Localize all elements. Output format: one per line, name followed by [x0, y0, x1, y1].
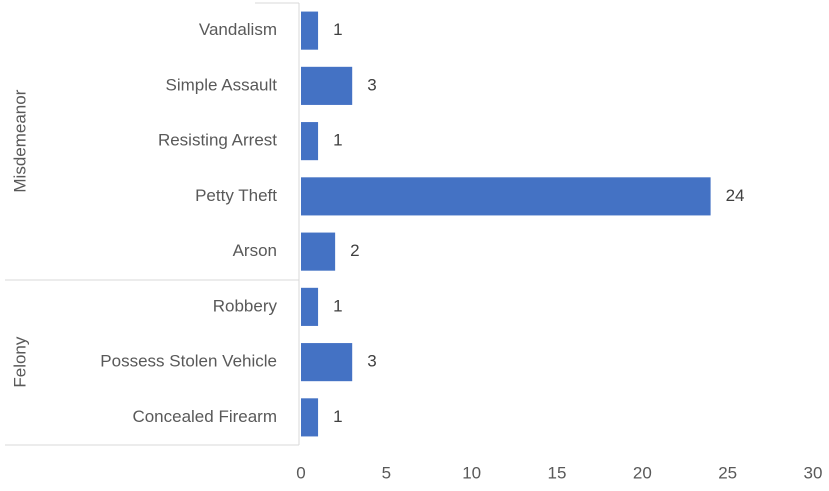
- y-tick-label: Robbery: [213, 296, 278, 315]
- data-label: 3: [367, 75, 376, 94]
- bar: [301, 66, 353, 105]
- data-label: 1: [333, 131, 342, 150]
- y-tick-label: Concealed Firearm: [132, 407, 277, 426]
- x-tick-label: 0: [296, 463, 305, 482]
- y-tick-label: Arson: [233, 241, 277, 260]
- x-tick-label: 15: [548, 463, 567, 482]
- data-label: 2: [350, 241, 359, 260]
- y-tick-label: Resisting Arrest: [158, 131, 277, 150]
- bar: [301, 232, 336, 271]
- y-tick-label: Possess Stolen Vehicle: [100, 352, 277, 371]
- data-label: 1: [333, 407, 342, 426]
- x-tick-label: 10: [462, 463, 481, 482]
- group-label: Felony: [10, 336, 29, 388]
- bar: [301, 287, 319, 326]
- x-tick-label: 25: [718, 463, 737, 482]
- x-tick-label: 5: [382, 463, 391, 482]
- bar: [301, 398, 319, 437]
- data-label: 3: [367, 352, 376, 371]
- y-tick-label: Petty Theft: [195, 186, 277, 205]
- group-label: Misdemeanor: [10, 89, 29, 192]
- bar: [301, 122, 319, 161]
- data-label: 1: [333, 20, 342, 39]
- bar: [301, 343, 353, 382]
- x-tick-label: 30: [804, 463, 823, 482]
- bar: [301, 177, 711, 216]
- bar: [301, 11, 319, 50]
- y-tick-label: Simple Assault: [166, 75, 278, 94]
- x-tick-label: 20: [633, 463, 652, 482]
- data-label: 1: [333, 296, 342, 315]
- y-tick-label: Vandalism: [199, 20, 277, 39]
- data-label: 24: [726, 186, 745, 205]
